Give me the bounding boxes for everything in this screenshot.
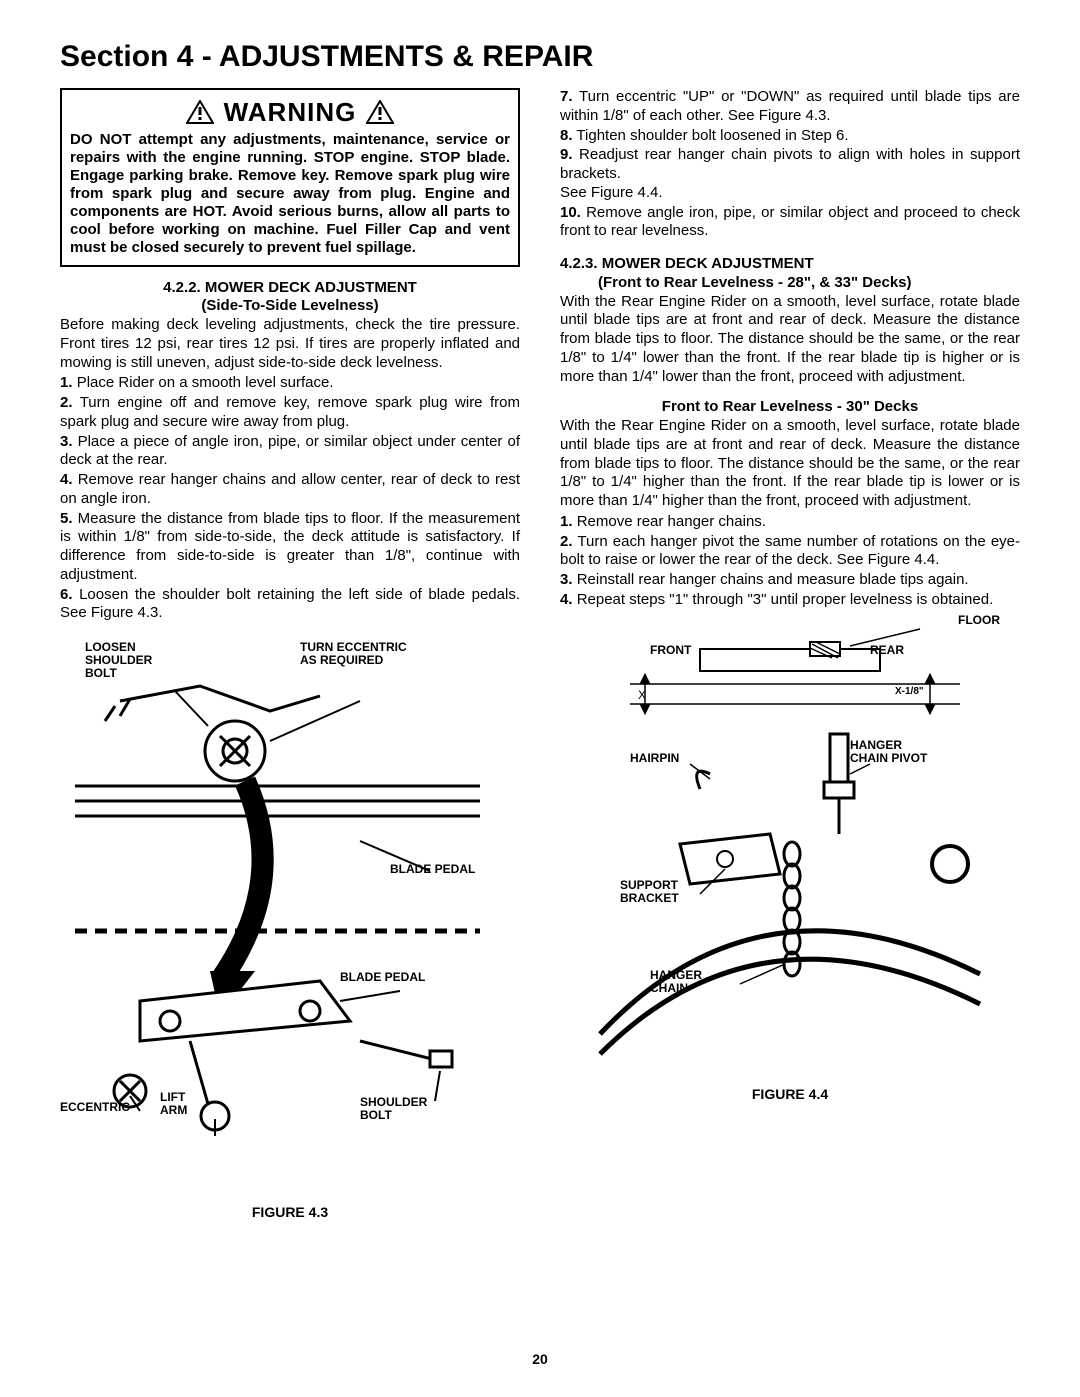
fig-label-x18: X-1/8" <box>895 686 924 697</box>
figure-4-4-svg: X <box>560 614 1000 1084</box>
intro-paragraph: Before making deck leveling adjustments,… <box>60 316 520 372</box>
svg-text:X: X <box>638 688 646 702</box>
fig-label-floor: FLOOR <box>958 614 1000 627</box>
step-item: 3. Reinstall rear hanger chains and meas… <box>560 571 1020 590</box>
subsection-subheading: (Side-To-Side Levelness) <box>60 297 520 316</box>
fig-label-rear: REAR <box>870 644 904 657</box>
step-item: 2. Turn engine off and remove key, remov… <box>60 394 520 432</box>
step-text: Place a piece of angle iron, pipe, or si… <box>60 433 520 469</box>
step-item: 6. Loosen the shoulder bolt retaining th… <box>60 586 520 624</box>
figure-4-4: X <box>560 614 1020 1104</box>
step-item: 3. Place a piece of angle iron, pipe, or… <box>60 433 520 471</box>
step-item: 7. Turn eccentric "UP" or "DOWN" as requ… <box>560 88 1020 126</box>
step-item: 2. Turn each hanger pivot the same numbe… <box>560 533 1020 571</box>
step-text: Turn engine off and remove key, remove s… <box>60 394 520 430</box>
warning-box: WARNING DO NOT attempt any adjustments, … <box>60 88 520 267</box>
fig-label-hanger-pivot: HANGER CHAIN PIVOT <box>850 739 927 765</box>
fig-label-hairpin: HAIRPIN <box>630 752 679 765</box>
figure-4-3: LOOSEN SHOULDER BOLT TURN ECCENTRIC AS R… <box>60 641 520 1221</box>
subsection-subheading: (Front to Rear Levelness - 28", & 33" De… <box>598 274 1020 293</box>
section-title: Section 4 - ADJUSTMENTS & REPAIR <box>60 40 1020 74</box>
fig-label-front: FRONT <box>650 644 691 657</box>
warning-title: WARNING <box>224 96 357 129</box>
fig-label-shoulder-bolt: SHOULDER BOLT <box>360 1096 427 1122</box>
fig-label-turn-eccentric: TURN ECCENTRIC AS REQUIRED <box>300 641 407 667</box>
step-item: 5. Measure the distance from blade tips … <box>60 510 520 585</box>
step-text: Reinstall rear hanger chains and measure… <box>577 571 969 588</box>
figure-caption: FIGURE 4.3 <box>60 1204 520 1222</box>
step-text: Turn each hanger pivot the same number o… <box>560 533 1020 569</box>
warning-icon <box>186 100 214 124</box>
right-column: 7. Turn eccentric "UP" or "DOWN" as requ… <box>560 88 1020 1221</box>
fig-label-blade-pedal: BLADE PEDAL <box>340 971 425 984</box>
step-text: Turn eccentric "UP" or "DOWN" as require… <box>560 88 1020 124</box>
step-text: Remove rear hanger chains. <box>577 513 766 530</box>
step-text: Remove angle iron, pipe, or similar obje… <box>560 204 1020 240</box>
step-item: 10. Remove angle iron, pipe, or similar … <box>560 204 1020 242</box>
step-item: 4. Remove rear hanger chains and allow c… <box>60 471 520 509</box>
page-number: 20 <box>0 1351 1080 1367</box>
step-text: Tighten shoulder bolt loosened in Step 6… <box>576 127 848 144</box>
fig-label-loosen: LOOSEN SHOULDER BOLT <box>85 641 152 681</box>
subsection-heading: 4.2.2. MOWER DECK ADJUSTMENT <box>60 279 520 298</box>
figure-4-3-svg <box>60 641 510 1201</box>
fig-label-blade-pedal: BLADE PEDAL <box>390 863 475 876</box>
figure-caption: FIGURE 4.4 <box>560 1086 1020 1104</box>
step-text: Loosen the shoulder bolt retaining the l… <box>60 586 520 622</box>
step-text: Place Rider on a smooth level surface. <box>77 374 334 391</box>
fig-label-support-bracket: SUPPORT BRACKET <box>620 879 679 905</box>
warning-text: DO NOT attempt any adjustments, maintena… <box>70 131 510 257</box>
body-paragraph: With the Rear Engine Rider on a smooth, … <box>560 293 1020 387</box>
fig-label-lift-arm: LIFT ARM <box>160 1091 187 1117</box>
left-column: WARNING DO NOT attempt any adjustments, … <box>60 88 520 1221</box>
step-text: Repeat steps "1" through "3" until prope… <box>577 591 994 608</box>
body-paragraph: With the Rear Engine Rider on a smooth, … <box>560 417 1020 511</box>
step-item: 1. Place Rider on a smooth level surface… <box>60 374 520 393</box>
step-item: 1. Remove rear hanger chains. <box>560 513 1020 532</box>
fig-label-hanger-chain: HANGER CHAIN <box>650 969 702 995</box>
fig-label-eccentric: ECCENTRIC <box>60 1101 130 1114</box>
subsection-subheading: Front to Rear Levelness - 30" Decks <box>560 398 1020 417</box>
step-text: Readjust rear hanger chain pivots to ali… <box>560 146 1020 201</box>
step-text: Remove rear hanger chains and allow cent… <box>60 471 520 507</box>
step-item: 9. Readjust rear hanger chain pivots to … <box>560 146 1020 202</box>
warning-icon <box>366 100 394 124</box>
step-item: 8. Tighten shoulder bolt loosened in Ste… <box>560 127 1020 146</box>
step-item: 4. Repeat steps "1" through "3" until pr… <box>560 591 1020 610</box>
step-text: Measure the distance from blade tips to … <box>60 510 520 583</box>
subsection-heading: 4.2.3. MOWER DECK ADJUSTMENT <box>560 255 1020 274</box>
